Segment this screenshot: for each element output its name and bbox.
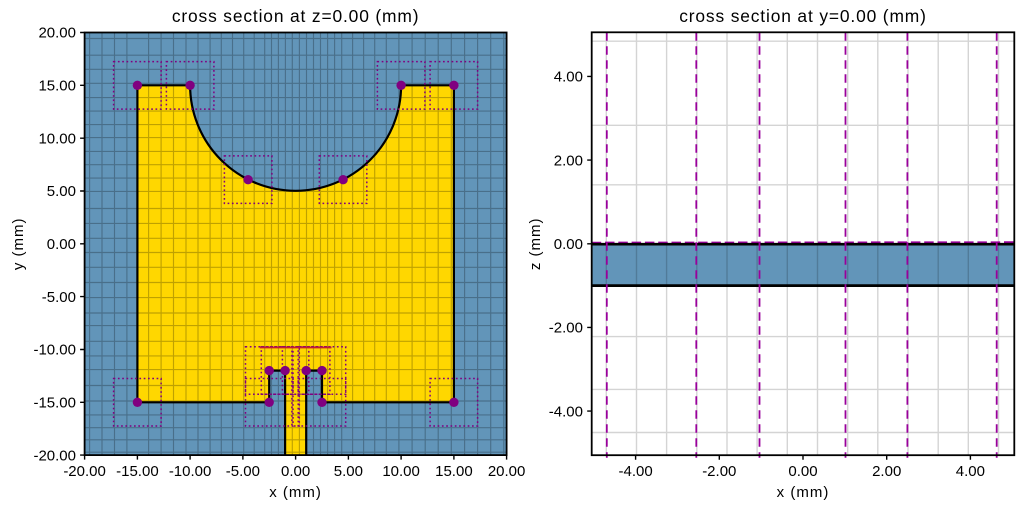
svg-text:-2.00: -2.00 [549, 320, 583, 337]
svg-text:20.00: 20.00 [488, 463, 526, 480]
svg-text:-10.00: -10.00 [33, 342, 76, 359]
svg-text:15.00: 15.00 [38, 78, 76, 95]
svg-text:x (mm): x (mm) [269, 484, 322, 501]
svg-text:4.00: 4.00 [956, 463, 985, 480]
svg-text:0.00: 0.00 [281, 463, 310, 480]
svg-text:5.00: 5.00 [47, 183, 76, 200]
svg-text:2.00: 2.00 [554, 152, 583, 169]
svg-text:0.00: 0.00 [788, 463, 817, 480]
svg-text:0.00: 0.00 [554, 236, 583, 253]
svg-text:cross section at z=0.00 (mm): cross section at z=0.00 (mm) [172, 6, 420, 26]
svg-text:-10.00: -10.00 [169, 463, 212, 480]
svg-text:10.00: 10.00 [382, 463, 420, 480]
svg-text:z (mm): z (mm) [527, 217, 544, 270]
svg-text:0.00: 0.00 [47, 236, 76, 253]
svg-text:20.00: 20.00 [38, 25, 76, 42]
svg-text:-5.00: -5.00 [42, 289, 76, 306]
svg-text:-2.00: -2.00 [702, 463, 736, 480]
svg-text:-4.00: -4.00 [549, 403, 583, 420]
svg-text:-20.00: -20.00 [33, 447, 76, 464]
svg-text:5.00: 5.00 [334, 463, 363, 480]
svg-text:15.00: 15.00 [435, 463, 473, 480]
svg-text:2.00: 2.00 [872, 463, 901, 480]
svg-text:4.00: 4.00 [554, 69, 583, 86]
svg-text:cross section at y=0.00 (mm): cross section at y=0.00 (mm) [679, 6, 927, 26]
svg-text:-5.00: -5.00 [226, 463, 260, 480]
svg-text:10.00: 10.00 [38, 130, 76, 147]
svg-text:-4.00: -4.00 [618, 463, 652, 480]
svg-text:-15.00: -15.00 [33, 395, 76, 412]
svg-text:x (mm): x (mm) [777, 484, 830, 501]
svg-text:y (mm): y (mm) [10, 217, 27, 270]
svg-text:-20.00: -20.00 [63, 463, 106, 480]
svg-text:-15.00: -15.00 [116, 463, 159, 480]
